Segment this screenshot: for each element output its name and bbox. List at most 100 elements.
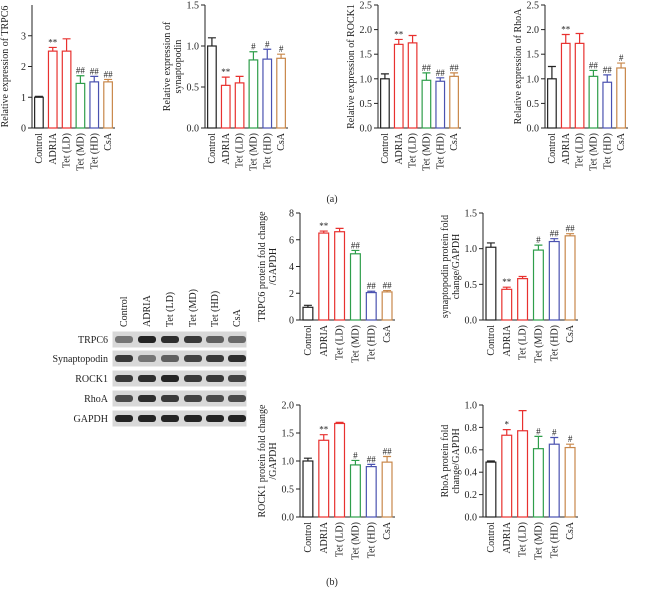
blot-band [161, 415, 179, 422]
x-tick-label: ADRIA [394, 132, 405, 164]
y-axis-label: synaptopodin protein fold [440, 215, 451, 318]
error-bar [62, 38, 71, 52]
error-bar [104, 78, 113, 82]
annotation: # [536, 426, 541, 436]
annotation: ## [383, 281, 393, 291]
blot-lane-label: Tet (HD) [210, 291, 221, 327]
blot-lane-label: Control [119, 296, 130, 327]
bar [532, 249, 544, 321]
annotation: # [251, 42, 256, 52]
error-bar [34, 95, 43, 98]
bar [564, 235, 576, 321]
bar [449, 75, 459, 129]
y-tick-label: 1.5 [360, 50, 373, 61]
error-bar [207, 37, 216, 46]
error-bar [422, 72, 431, 81]
x-tick-label: Tet (HD) [602, 133, 613, 169]
x-tick-label: Tet (HD) [366, 522, 377, 558]
x-tick-label: Tet (MD) [421, 133, 432, 171]
bar [34, 96, 44, 129]
blot-band [138, 355, 156, 362]
x-tick-label: Control [486, 325, 497, 356]
y-tick-label: 0.5 [527, 99, 540, 110]
blot-strip [111, 409, 248, 428]
error-bar [394, 38, 403, 45]
y-tick-label: 1.5 [187, 1, 200, 12]
bar [220, 84, 231, 129]
blot-band [184, 415, 202, 422]
bar [365, 291, 377, 321]
bar [334, 422, 346, 518]
error-bar [486, 460, 495, 463]
annotation: * [505, 420, 510, 430]
y-axis-label: RhoA protein fold [440, 425, 451, 498]
blot-band [184, 336, 202, 343]
bar [302, 306, 314, 321]
annotation: ## [351, 240, 361, 250]
blot-row-label: GAPDH [74, 414, 108, 425]
y-tick-label: 0.0 [527, 124, 540, 135]
y-tick-label: 0.0 [360, 124, 373, 135]
blot-row-label: ROCK1 [75, 374, 108, 385]
blot-band [206, 336, 224, 343]
bar [501, 288, 513, 321]
x-tick-label: Tet (HD) [262, 133, 273, 169]
bar [548, 443, 560, 518]
x-tick-label: CsA [565, 324, 576, 343]
annotation: ** [561, 25, 571, 35]
annotation: ## [367, 454, 377, 464]
annotation: # [265, 39, 270, 49]
blot-band [228, 336, 246, 343]
y-tick-label: 6 [289, 235, 294, 246]
annotation: ## [76, 66, 86, 76]
error-bar [575, 32, 584, 44]
error-bar [518, 410, 527, 431]
blot-band [228, 415, 246, 422]
error-bar [566, 233, 575, 236]
y-axis-label: Relative expression of TRPC6 [0, 6, 11, 128]
bar [407, 42, 418, 129]
y-tick-label: 1.0 [360, 74, 373, 85]
error-bar [249, 51, 258, 60]
bar [381, 291, 393, 321]
blot-band [138, 395, 156, 402]
y-tick-label: 0.6 [465, 445, 478, 456]
bar [548, 240, 560, 321]
x-tick-label: Tet (LD) [335, 325, 346, 360]
y-axis-label: change/GAPDH [451, 234, 462, 300]
y-axis-label: change/GAPDH [451, 428, 462, 494]
y-tick-label: 1 [21, 93, 26, 104]
x-tick-label: Control [380, 133, 391, 164]
y-tick-label: 0.2 [465, 490, 478, 501]
x-tick-label: CsA [276, 132, 287, 151]
x-tick-label: CsA [382, 521, 393, 540]
blot-lane-label: Tet (LD) [165, 292, 176, 327]
error-bar [277, 53, 286, 59]
blot-band [138, 375, 156, 382]
error-bar [319, 434, 328, 441]
y-axis-label: /GAPDH [268, 248, 279, 285]
annotation: # [619, 53, 624, 63]
y-tick-label: 8 [289, 209, 294, 220]
blot-band [228, 355, 246, 362]
y-axis-label: Relative expression of RhoA [513, 8, 524, 125]
blot-band [161, 375, 179, 382]
x-tick-label: Tet (MD) [350, 522, 361, 560]
error-bar [502, 429, 511, 436]
y-axis-label: ROCK1 protein fold change [257, 404, 268, 518]
annotation: ** [502, 277, 512, 287]
bar [349, 464, 361, 518]
bar [262, 58, 273, 129]
blot-row-label: RhoA [84, 394, 109, 405]
x-tick-label: Tet (LD) [408, 133, 419, 168]
error-bar [351, 249, 360, 254]
error-bar [550, 238, 559, 242]
x-tick-label: ADRIA [319, 521, 330, 553]
bar [47, 50, 58, 129]
bar [334, 231, 346, 321]
x-tick-label: Tet (MD) [350, 325, 361, 363]
x-tick-label: ADRIA [502, 324, 513, 356]
bar [103, 81, 113, 129]
x-tick-label: Tet (LD) [62, 133, 73, 168]
blot-strip [111, 369, 248, 388]
